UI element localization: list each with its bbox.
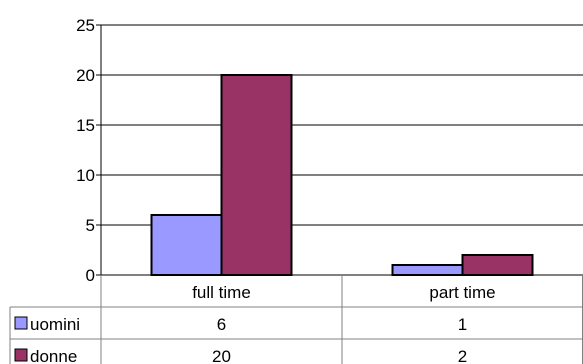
table-value: 6 [217, 315, 226, 334]
legend-label: donne [30, 347, 77, 364]
legend-swatch [14, 348, 28, 362]
x-tick-label: part time [429, 283, 495, 302]
table-value: 1 [458, 315, 467, 334]
y-tick-label: 15 [76, 116, 95, 135]
y-tick-label: 20 [76, 66, 95, 85]
table-value: 2 [458, 347, 467, 364]
table-value: 20 [212, 347, 231, 364]
x-tick-label: full time [192, 283, 251, 302]
y-tick-label: 0 [86, 266, 95, 285]
bar-donne-full-time [220, 74, 293, 276]
bar-uomini-full-time [150, 214, 223, 276]
legend-swatch [14, 316, 28, 330]
legend-label: uomini [30, 315, 80, 334]
y-tick-label: 10 [76, 166, 95, 185]
bar-donne-part-time [461, 254, 534, 276]
y-tick-label: 25 [76, 16, 95, 35]
y-tick-label: 5 [86, 216, 95, 235]
bar-uomini-part-time [391, 264, 464, 276]
